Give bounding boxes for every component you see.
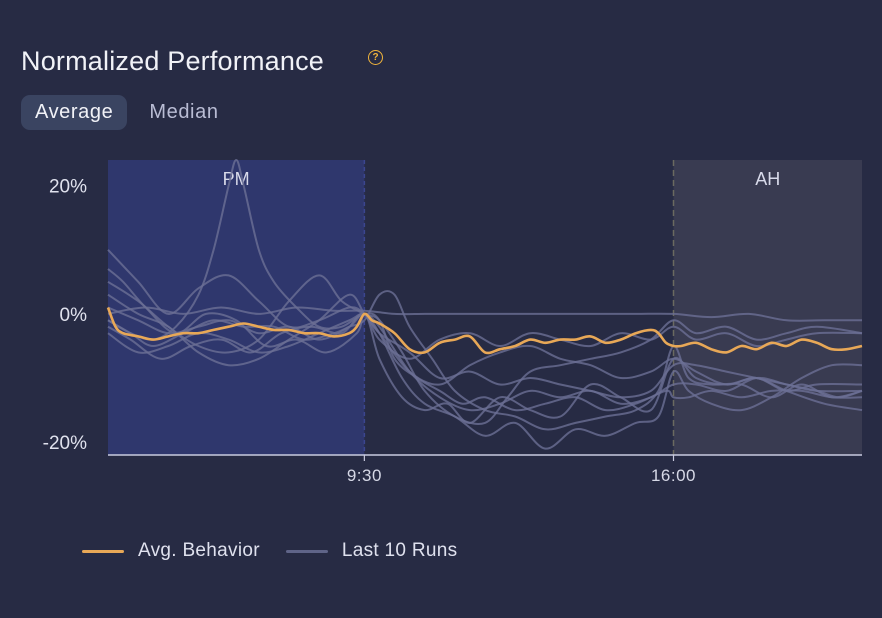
legend-swatch-runs (285, 549, 328, 553)
legend-item-avg[interactable]: Avg. Behavior (82, 540, 260, 562)
region-band-ah (673, 160, 862, 455)
y-tick-label: -20% (43, 433, 87, 454)
legend-item-runs[interactable]: Last 10 Runs (285, 540, 458, 562)
run-line-5 (107, 312, 863, 412)
y-tick-label: 0% (60, 305, 88, 326)
run-line-10 (107, 293, 863, 392)
legend-swatch-avg (82, 549, 124, 553)
tab-average[interactable]: Average (21, 95, 128, 130)
legend-label-avg: Avg. Behavior (138, 540, 260, 561)
help-circle-icon[interactable]: ? (368, 50, 383, 65)
tab-group: Average Median (21, 95, 233, 130)
run-line-3 (107, 306, 862, 322)
region-label-pm: PM (223, 169, 250, 189)
region-label-ah: AH (755, 169, 780, 189)
avg-behavior-line (106, 307, 863, 355)
legend-label-runs: Last 10 Runs (341, 540, 458, 561)
page-title: Normalized Performance (21, 46, 325, 76)
tab-median[interactable]: Median (149, 101, 219, 123)
x-tick-label: 16:00 (651, 466, 696, 485)
performance-chart: PM AH 20% 0% -20% 9:30 16:00 (43, 158, 863, 485)
run-line-6 (107, 312, 863, 424)
run-line-2 (107, 249, 863, 399)
run-line-9 (107, 268, 863, 450)
chart-legend: Avg. Behavior Last 10 Runs (82, 540, 483, 562)
y-tick-label: 20% (49, 177, 87, 198)
x-tick-label: 9:30 (347, 466, 382, 485)
